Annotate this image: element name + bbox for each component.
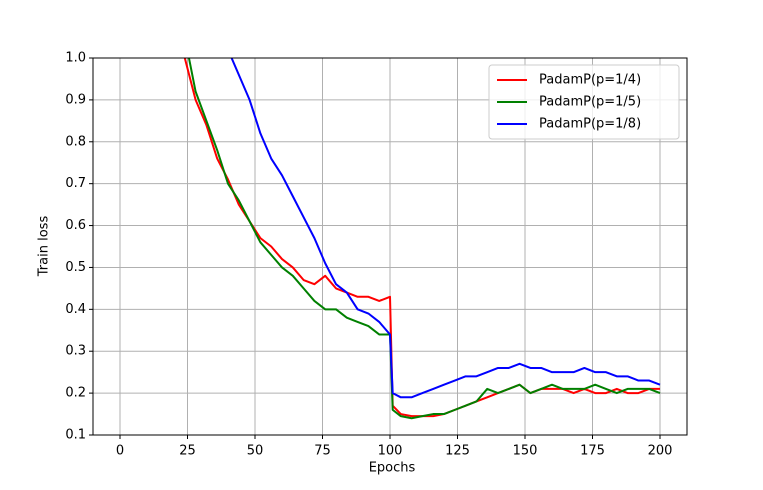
y-tick-label: 0.8 [65,134,86,149]
series-line [183,58,660,418]
x-tick-label: 75 [314,444,331,459]
y-tick-label: 0.1 [65,428,86,443]
legend-label: PadamP(p=1/5) [539,95,641,110]
x-axis-label: Epochs [369,461,416,476]
legend-box [488,64,680,140]
x-tick-label: 50 [247,444,264,459]
plot-frame [92,57,688,436]
legend-label: PadamP(p=1/8) [539,117,641,132]
x-tick-label: 100 [378,444,403,459]
series-line [187,58,661,420]
x-tick-label: 200 [648,444,673,459]
x-tick-label: 150 [513,444,538,459]
y-tick-label: 0.9 [65,92,86,107]
x-tick-label: 175 [580,444,605,459]
y-tick-label: 0.5 [65,260,86,275]
y-tick-label: 0.7 [65,176,86,191]
legend-label: PadamP(p=1/4) [539,73,641,88]
x-tick-label: 25 [179,444,196,459]
y-axis-label: Train loss [37,216,52,278]
x-tick-label: 0 [116,444,124,459]
plot-lines [183,58,661,420]
y-tick-label: 0.2 [65,386,86,401]
y-tick-label: 0.3 [65,344,86,359]
y-tick-label: 0.6 [65,218,86,233]
y-tick-label: 1.0 [65,51,86,66]
x-tick-label: 125 [445,444,470,459]
series-line [230,58,661,399]
y-tick-label: 0.4 [65,302,86,317]
